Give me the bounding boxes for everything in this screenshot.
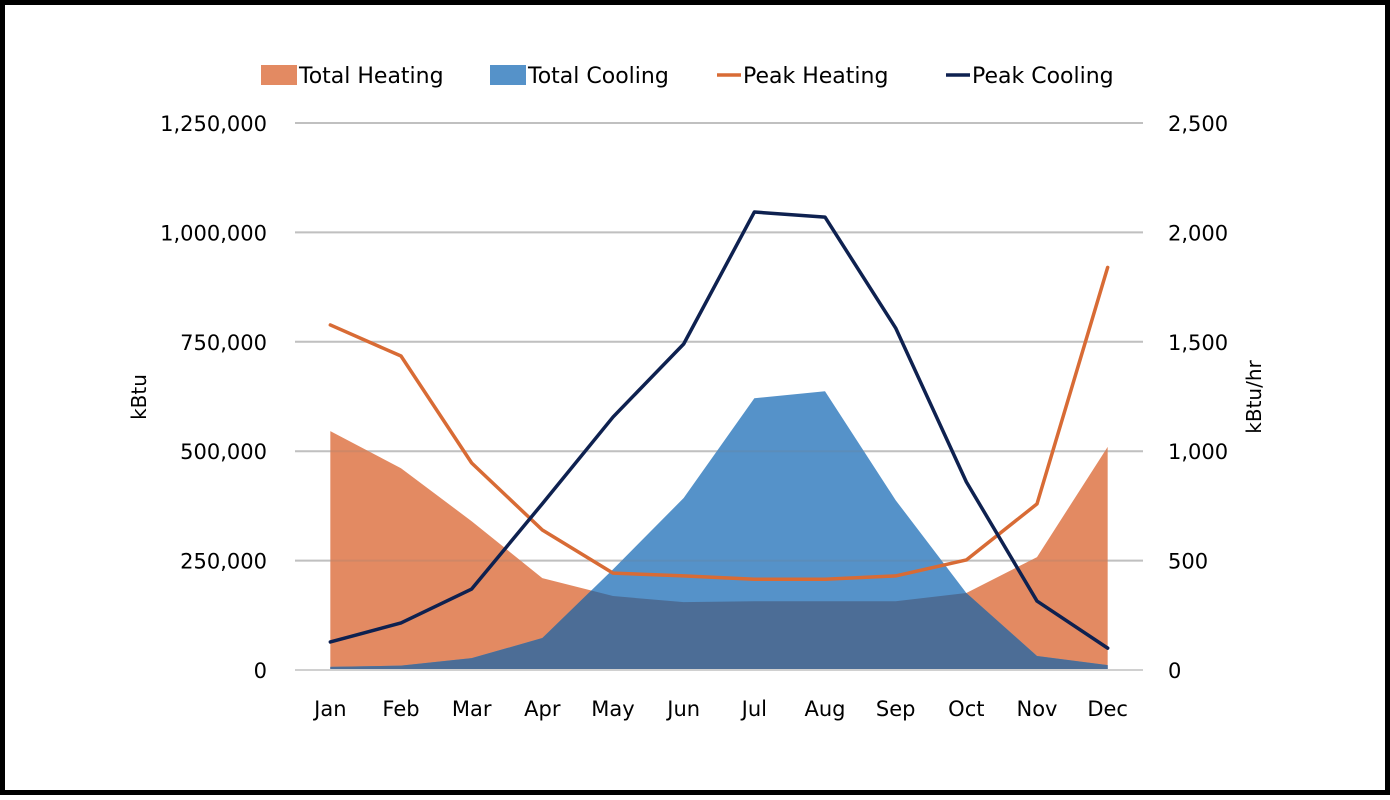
legend: Total Heating Total Cooling Peak Heating Pe…	[261, 64, 1114, 89]
legend-item: Peak Heating	[717, 64, 888, 89]
right-tick-label: 2,000	[1168, 221, 1228, 245]
x-axis-ticks: Jan Feb Mar Apr May Jun Jul Aug Sep Oct Nov Dec	[312, 697, 1128, 721]
x-tick-label: Nov	[1017, 697, 1058, 721]
legend-swatch	[490, 65, 526, 85]
right-tick-label: 1,500	[1168, 331, 1228, 355]
left-tick-label: 1,000,000	[160, 221, 267, 245]
legend-label: Total Cooling	[527, 64, 669, 89]
legend-swatch	[261, 65, 297, 85]
left-tick-label: 0	[254, 659, 267, 683]
legend-label: Total Heating	[298, 64, 444, 89]
right-tick-label: 500	[1168, 550, 1208, 574]
left-tick-label: 750,000	[180, 331, 267, 355]
x-tick-label: Dec	[1087, 697, 1128, 721]
x-tick-label: Oct	[948, 697, 984, 721]
left-tick-label: 500,000	[180, 440, 267, 464]
x-tick-label: Mar	[452, 697, 492, 721]
x-tick-label: Sep	[876, 697, 916, 721]
chart: 0 250,000 500,000 750,000 1,000,000 1,250,000…	[5, 5, 1390, 800]
x-tick-label: Apr	[524, 697, 561, 721]
x-tick-label: Aug	[804, 697, 845, 721]
x-tick-label: May	[591, 697, 634, 721]
right-tick-label: 2,500	[1168, 112, 1228, 136]
right-tick-label: 1,000	[1168, 440, 1228, 464]
area-series	[295, 123, 1143, 670]
right-axis-title: kBtu/hr	[1242, 360, 1266, 434]
x-tick-label: Jul	[740, 697, 767, 721]
x-tick-label: Feb	[382, 697, 419, 721]
left-tick-label: 250,000	[180, 550, 267, 574]
left-tick-label: 1,250,000	[160, 112, 267, 136]
legend-item: Total Cooling	[490, 64, 669, 89]
left-axis-title: kBtu	[127, 374, 151, 420]
legend-item: Total Heating	[261, 64, 444, 89]
legend-label: Peak Cooling	[972, 64, 1114, 89]
x-tick-label: Jan	[312, 697, 346, 721]
left-axis-ticks: 0 250,000 500,000 750,000 1,000,000 1,250,000	[160, 112, 267, 683]
right-axis-ticks: 0 500 1,000 1,500 2,000 2,500	[1168, 112, 1228, 683]
x-tick-label: Jun	[665, 697, 700, 721]
right-tick-label: 0	[1168, 659, 1181, 683]
legend-item: Peak Cooling	[946, 64, 1114, 89]
legend-label: Peak Heating	[743, 64, 888, 89]
